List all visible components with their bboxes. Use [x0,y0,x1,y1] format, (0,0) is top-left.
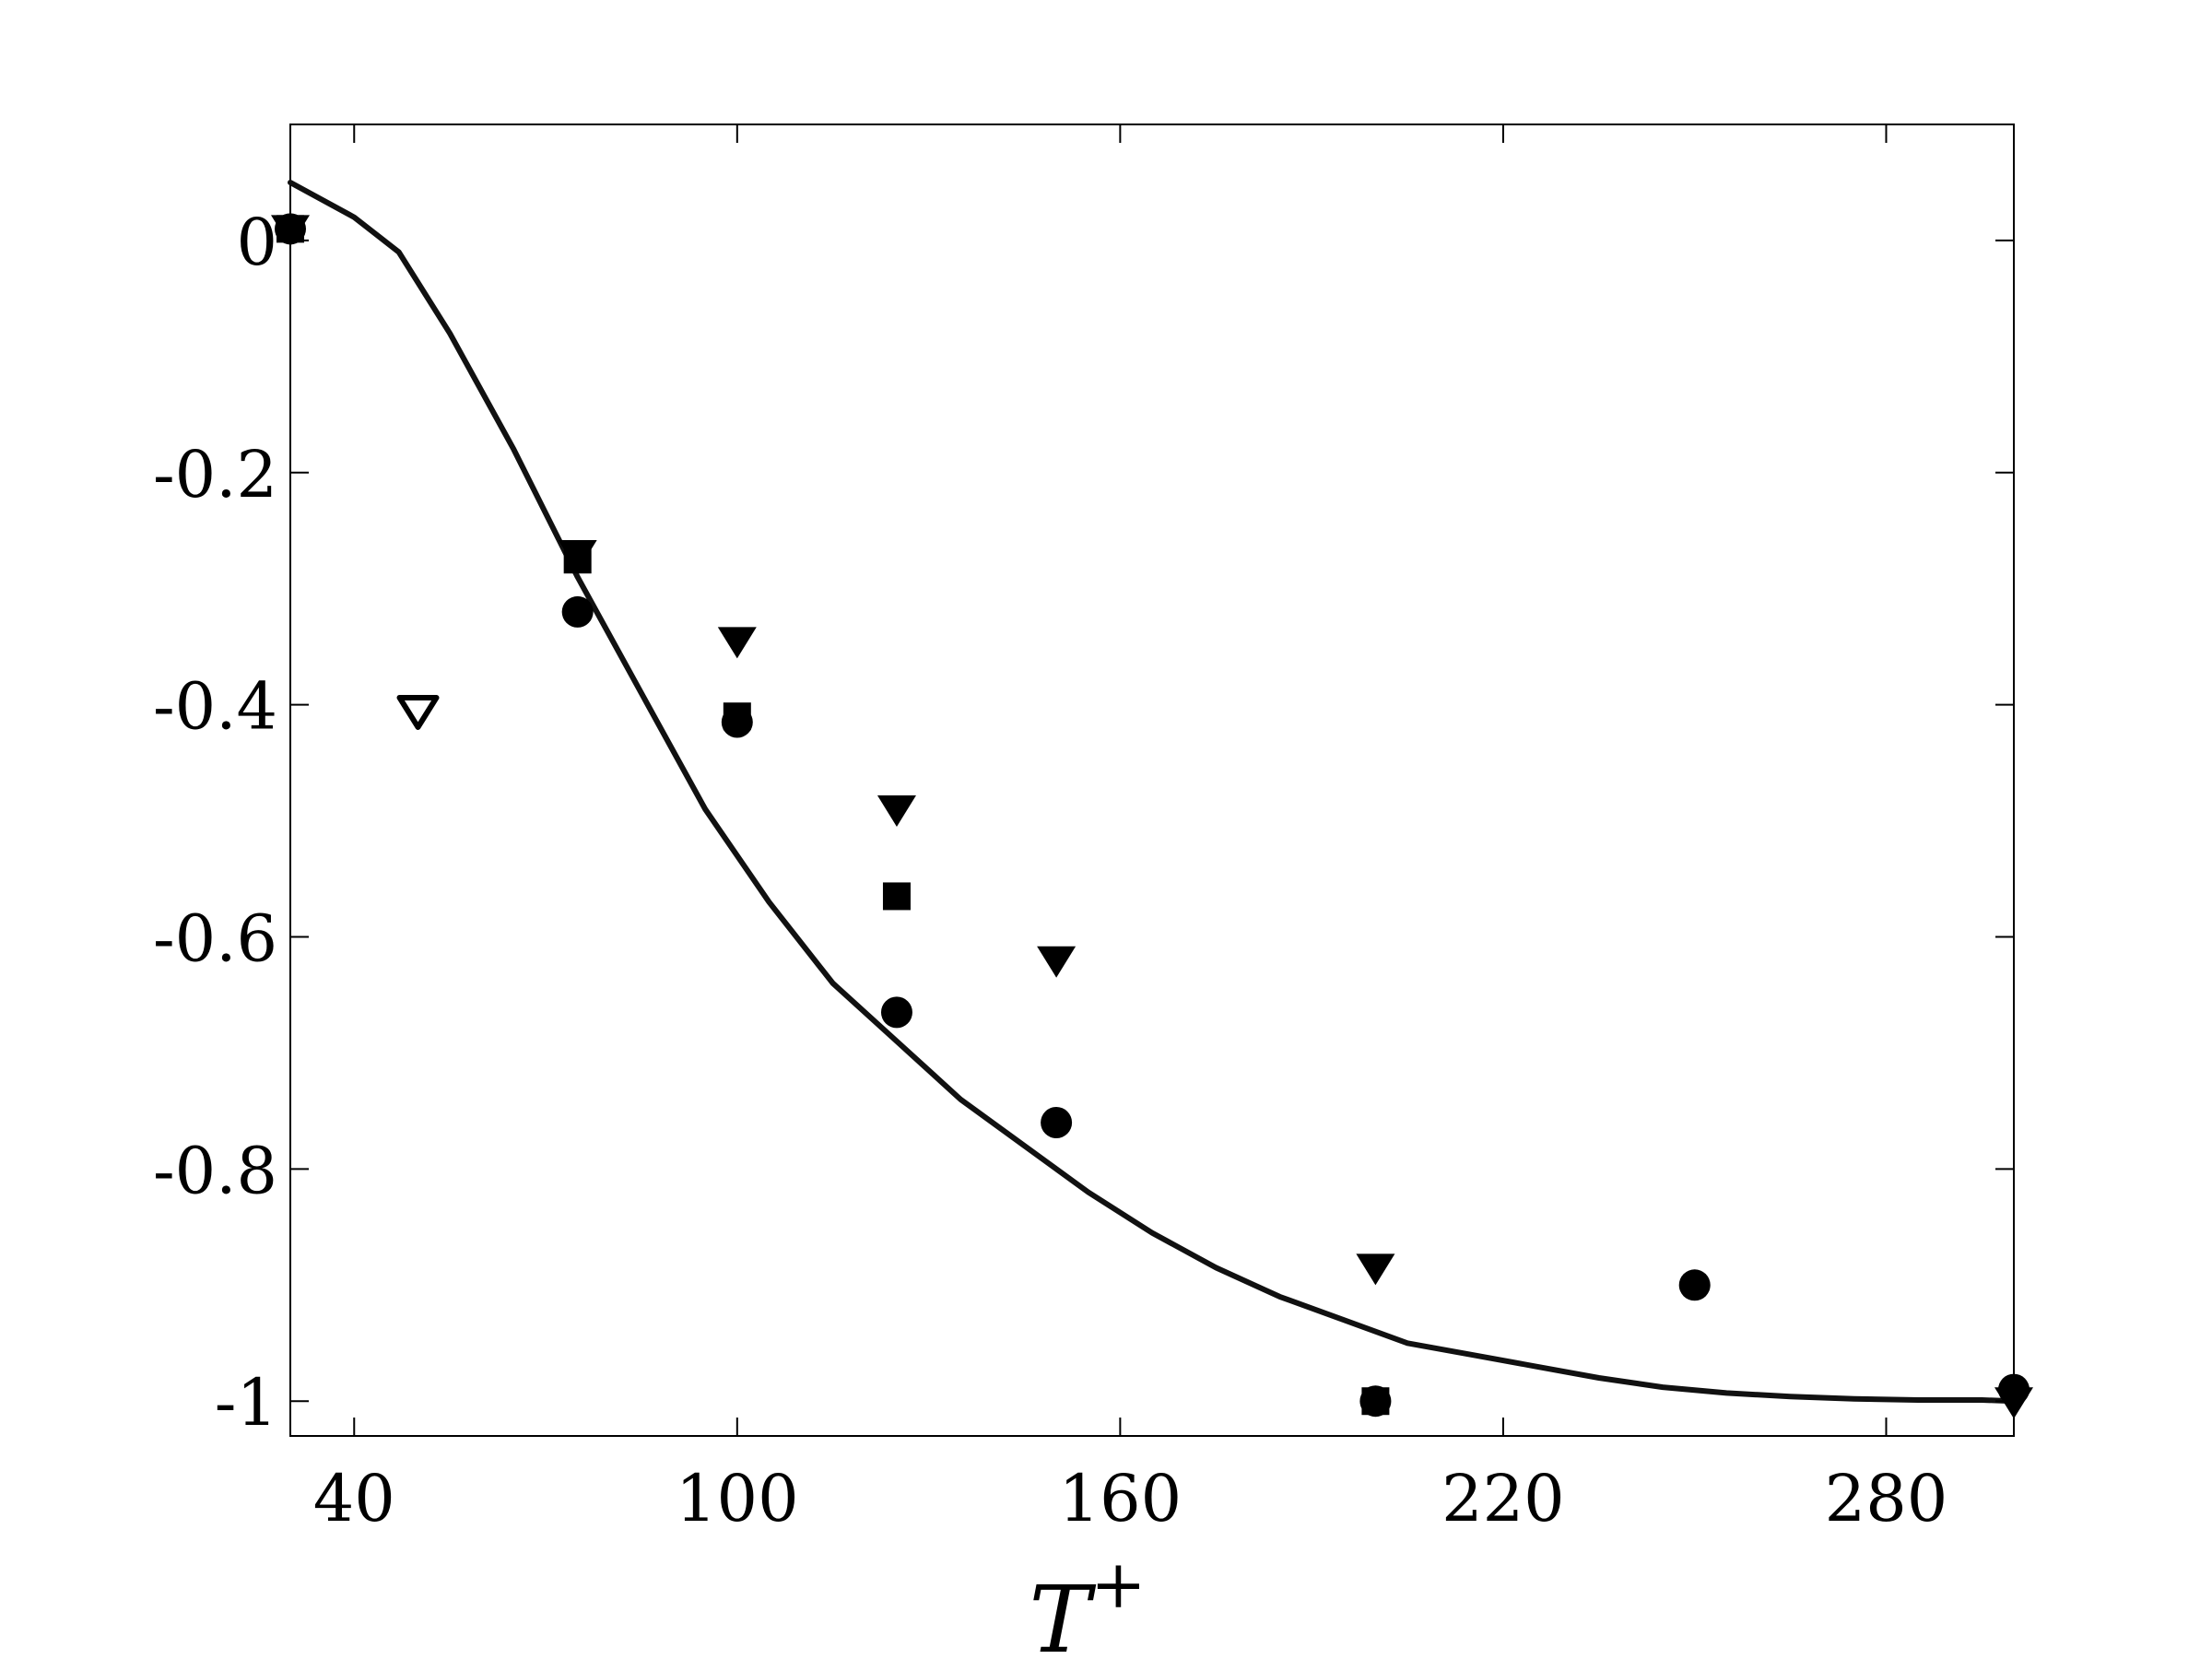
x-tick-label: 100 [676,1461,799,1536]
square-point [882,882,911,911]
triangle-point [558,539,597,571]
triangle-point [717,627,757,659]
data-marks [271,180,2033,1419]
triangle-point [1994,1387,2033,1419]
circle-point [880,996,912,1029]
open-triangle-point [396,694,440,730]
y-tick-label: -0.2 [153,437,277,512]
triangle-point [1356,1253,1395,1286]
y-tick-label: -0.6 [153,901,277,977]
triangle-point [1037,946,1077,978]
triangle-point [271,215,310,247]
x-tick-label: 160 [1059,1461,1182,1536]
circle-point [1678,1269,1711,1301]
plot-area [289,124,2015,1437]
x-axis-title: T+ [1029,1546,1146,1659]
y-tick-label: -0.8 [153,1133,277,1208]
fit-curve [288,180,2017,1405]
x-axis-title-superscript: + [1090,1546,1146,1623]
y-tick-label: -0.4 [153,669,277,745]
plot-frame [289,124,2015,1437]
x-tick-label: 280 [1825,1461,1948,1536]
square-point [1361,1387,1390,1416]
triangle-point [877,794,916,827]
circle-point [1041,1106,1073,1138]
axes: 40 100 160 220 280 0 -0.2 -0.4 -0.6 -0.8 -1 [153,124,2014,1536]
x-tick-label: 220 [1441,1461,1565,1536]
square-point [723,702,751,731]
x-tick-label: 40 [313,1461,395,1536]
y-tick-label: 0 [236,205,277,280]
x-axis-title-text: T [1029,1566,1096,1659]
y-tick-label: -1 [215,1365,277,1441]
circle-point [561,595,594,628]
